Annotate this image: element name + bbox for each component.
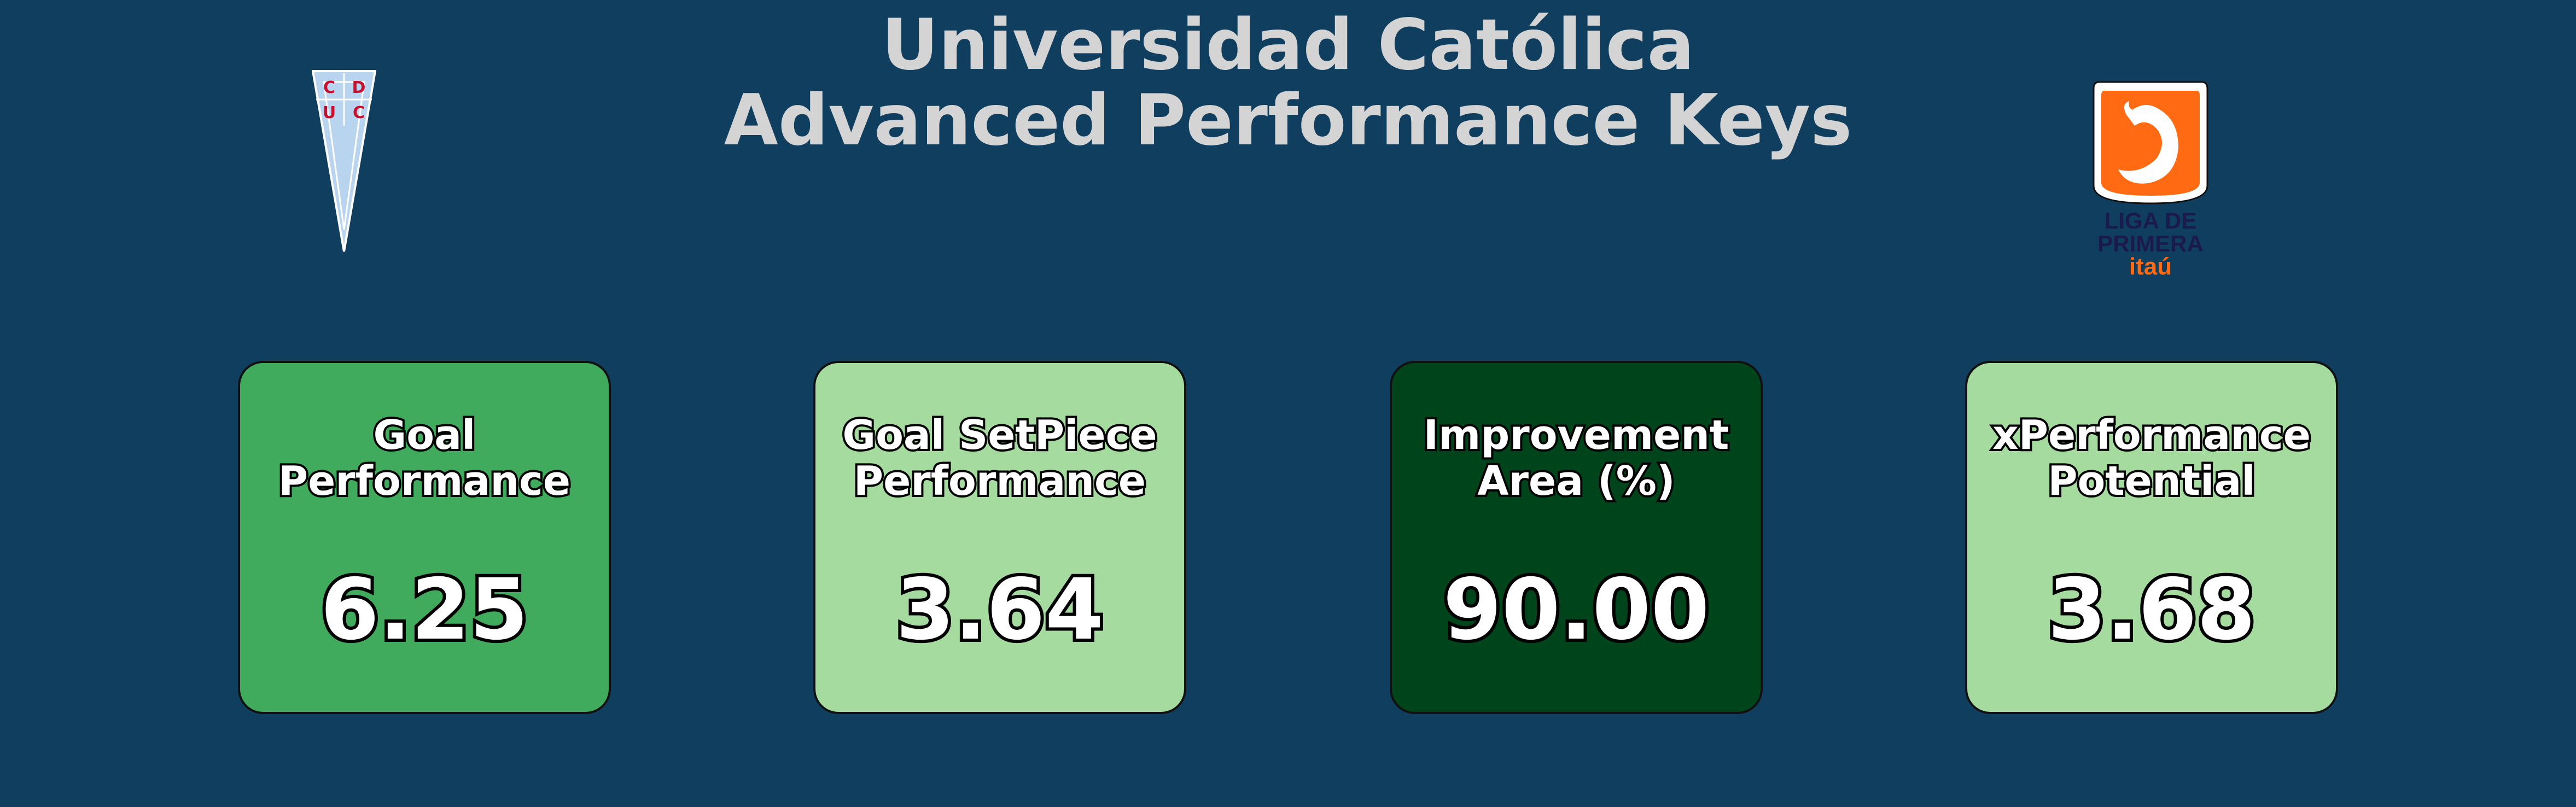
crest-letter-d: D	[352, 78, 366, 97]
card-label: Goal Performance	[240, 410, 609, 506]
card-label-line-2: Potential	[2045, 456, 2257, 506]
card-label-line-1: Goal	[371, 410, 478, 460]
card-label: Goal SetPiece Performance	[815, 410, 1184, 506]
card-label-line-1: Improvement	[1421, 410, 1732, 460]
card-label-line-2: Performance	[276, 456, 573, 506]
league-logo-line-3: itaú	[2129, 253, 2172, 280]
card-label-line-2: Performance	[852, 456, 1148, 506]
card-label-line-1: xPerformance	[1990, 410, 2313, 460]
crest-letter-u: U	[323, 103, 336, 122]
title-line-2: Advanced Performance Keys	[724, 80, 1852, 161]
crest-letter-c1: C	[323, 78, 335, 97]
league-logo-line-2: PRIMERA	[2097, 231, 2204, 256]
card-label-line-1: Goal SetPiece	[840, 410, 1159, 460]
metric-card-improvement-area: Improvement Area (%) 90.00	[1390, 361, 1763, 714]
league-logo-line-1: LIGA DE	[2105, 208, 2197, 233]
card-value: 90.00	[1439, 558, 1712, 662]
card-value: 3.64	[893, 558, 1107, 662]
league-logo-icon: LIGA DE PRIMERA itaú	[2093, 81, 2208, 280]
card-label: Improvement Area (%)	[1392, 410, 1761, 506]
metric-card-goal-setpiece-performance: Goal SetPiece Performance 3.64	[813, 361, 1186, 714]
card-value: 3.68	[2044, 558, 2259, 662]
metric-card-xperformance-potential: xPerformance Potential 3.68	[1965, 361, 2338, 714]
card-label: xPerformance Potential	[1967, 410, 2336, 506]
page-title: Universidad Católica Advanced Performanc…	[0, 0, 2576, 159]
card-label-line-2: Area (%)	[1475, 456, 1677, 506]
crest-letter-c2: C	[353, 103, 365, 122]
card-value: 6.25	[317, 558, 532, 662]
metric-card-goal-performance: Goal Performance 6.25	[238, 361, 611, 714]
title-line-1: Universidad Católica	[882, 4, 1694, 86]
club-crest-icon: C D U C	[312, 70, 376, 252]
